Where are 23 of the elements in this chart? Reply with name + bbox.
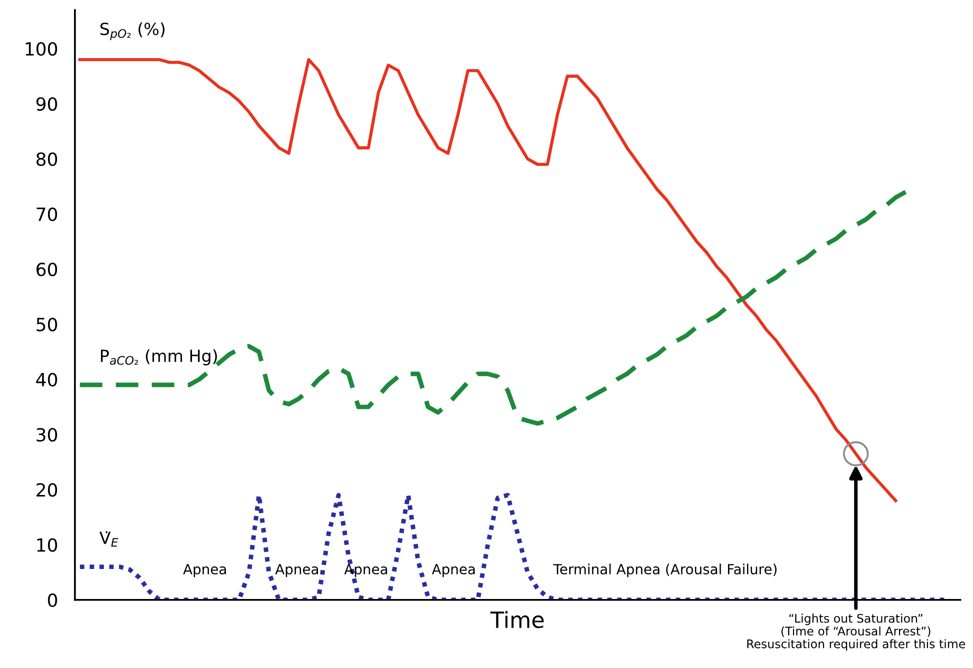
- y-tick-label: 20: [36, 483, 58, 497]
- y-tick-label: 60: [36, 262, 58, 276]
- annotation: Apnea: [432, 564, 475, 578]
- annotation: Apnea: [344, 564, 388, 578]
- y-tick-label: 100: [26, 42, 58, 56]
- y-tick-label: 0: [48, 593, 58, 607]
- annotation: Terminal Apnea (Arousal Failure): [553, 564, 777, 578]
- y-tick-label: 40: [36, 372, 58, 386]
- series-label: P$_{aCO₂}$ (mm Hg): [100, 349, 217, 366]
- line-series: [78, 190, 908, 426]
- y-tick-label: 90: [36, 97, 58, 111]
- annotation: Apnea: [183, 564, 226, 578]
- y-tick-label: 30: [36, 428, 58, 442]
- annotation: Apnea: [275, 564, 318, 578]
- y-tick-label: 10: [37, 538, 58, 552]
- y-tick-label: 80: [36, 152, 58, 166]
- series-label: V̇$_{E}$: [99, 531, 118, 547]
- y-tick-label: 70: [36, 207, 58, 222]
- line-series: [78, 58, 898, 502]
- x-axis-title: Time: [490, 610, 544, 628]
- y-tick-label: 50: [36, 318, 58, 332]
- series-label: S$_{pO₂}$ (%): [100, 22, 165, 40]
- text: “Lights out Saturation” (Time of “Arousal Arrest”) Resuscitation required after this time: [747, 614, 966, 651]
